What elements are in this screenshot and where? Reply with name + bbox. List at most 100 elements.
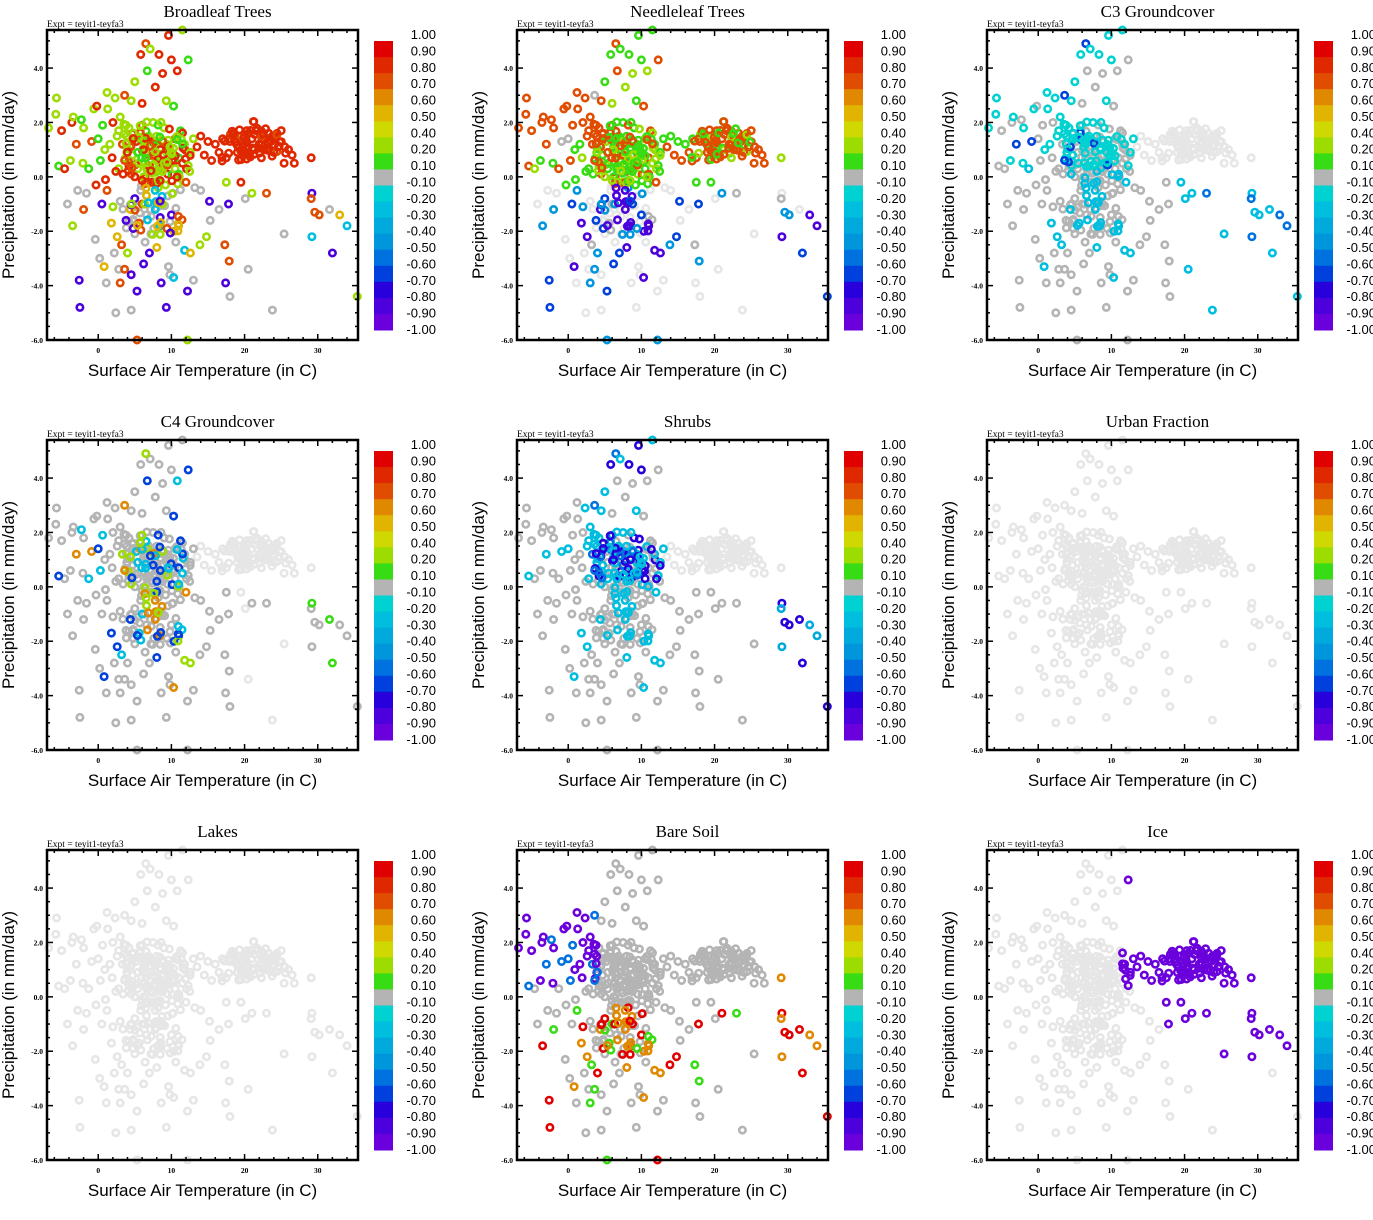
colorbar-label: 0.40	[411, 125, 436, 140]
data-point	[1248, 565, 1254, 571]
data-point	[289, 152, 295, 158]
data-point	[152, 206, 158, 212]
x-axis-label: Surface Air Temperature (in C)	[558, 771, 787, 790]
colorbar-swatch	[844, 266, 863, 283]
colorbar-swatch	[844, 153, 863, 170]
data-point	[1068, 1127, 1074, 1133]
colorbar-label: 0.50	[881, 109, 906, 124]
data-point	[537, 977, 543, 983]
x-tick-label: 20	[711, 1166, 719, 1175]
data-point	[588, 652, 594, 658]
data-point	[110, 614, 116, 620]
data-point	[1032, 1056, 1038, 1062]
colorbar-swatch	[1314, 234, 1333, 251]
colorbar-label: -0.40	[876, 634, 906, 649]
data-point	[344, 223, 350, 229]
data-point	[128, 682, 134, 688]
data-point	[168, 877, 174, 883]
data-point	[269, 1127, 275, 1133]
data-point	[587, 934, 593, 940]
data-point	[587, 690, 593, 696]
data-point	[613, 602, 619, 608]
data-point	[137, 620, 143, 626]
y-tick-label: 0.0	[34, 583, 44, 592]
data-point	[337, 1032, 343, 1038]
x-tick-label: 10	[168, 756, 176, 765]
data-point	[80, 616, 86, 622]
data-point	[108, 220, 114, 226]
data-point	[93, 182, 99, 188]
data-point	[190, 277, 196, 283]
data-point	[610, 261, 616, 267]
data-point	[572, 996, 578, 1002]
data-point	[326, 616, 332, 622]
data-point	[629, 480, 635, 486]
data-point	[614, 119, 620, 125]
colorbar-swatch	[374, 893, 393, 910]
data-point	[278, 127, 284, 133]
colorbar-label: 0.10	[881, 158, 906, 173]
data-point	[121, 676, 127, 682]
data-point	[721, 561, 727, 567]
colorbar-swatch	[844, 314, 863, 331]
data-point	[1045, 106, 1051, 112]
colorbar-swatch	[1314, 105, 1333, 122]
y-tick-label: -6.0	[501, 1156, 513, 1165]
colorbar-label: -0.20	[406, 191, 436, 206]
data-point	[93, 592, 99, 598]
colorbar-swatch	[844, 1118, 863, 1135]
data-point	[1009, 1043, 1015, 1049]
data-point	[534, 1021, 540, 1027]
colorbar-swatch	[844, 579, 863, 596]
data-point	[1080, 671, 1086, 677]
data-point	[134, 1108, 140, 1114]
data-point	[799, 1070, 805, 1076]
data-point	[562, 646, 568, 652]
data-point	[638, 1032, 644, 1038]
data-point	[121, 266, 127, 272]
data-point	[144, 478, 150, 484]
data-point	[668, 597, 674, 603]
data-point	[1096, 871, 1102, 877]
x-tick-label: 10	[638, 756, 646, 765]
data-point	[526, 573, 532, 579]
colorbar-swatch	[374, 57, 393, 74]
colorbar-label: -1.00	[876, 322, 906, 337]
data-point	[58, 537, 64, 543]
data-point	[640, 1094, 646, 1100]
data-point	[120, 616, 126, 622]
data-point	[147, 866, 153, 872]
y-tick-label: -4.0	[31, 282, 43, 291]
data-point	[1044, 187, 1050, 193]
data-point	[104, 909, 110, 915]
data-point	[715, 266, 721, 272]
data-point	[547, 304, 553, 310]
colorbar-label: -0.60	[406, 666, 436, 681]
data-point	[1162, 690, 1168, 696]
colorbar-swatch	[1314, 563, 1333, 580]
data-point	[550, 980, 556, 986]
panel-title: Ice	[1147, 822, 1168, 841]
data-point	[329, 1070, 335, 1076]
data-point	[550, 570, 556, 576]
data-point	[83, 190, 89, 196]
data-point	[1050, 204, 1056, 210]
y-tick-label: -6.0	[31, 746, 43, 755]
data-point	[124, 1070, 130, 1076]
points	[45, 27, 360, 343]
colorbar-swatch	[374, 41, 393, 58]
colorbar-swatch	[1314, 515, 1333, 532]
data-point	[1137, 242, 1143, 248]
data-point	[580, 529, 586, 535]
x-axis-label: Surface Air Temperature (in C)	[1028, 771, 1257, 790]
data-point	[1098, 280, 1104, 286]
data-point	[696, 970, 702, 976]
data-point	[721, 118, 727, 124]
data-point	[1134, 144, 1140, 150]
data-point	[326, 1026, 332, 1032]
data-point	[157, 1051, 163, 1057]
data-point	[1163, 179, 1169, 185]
colorbar-label: -0.70	[876, 273, 906, 288]
data-point	[1072, 899, 1078, 905]
